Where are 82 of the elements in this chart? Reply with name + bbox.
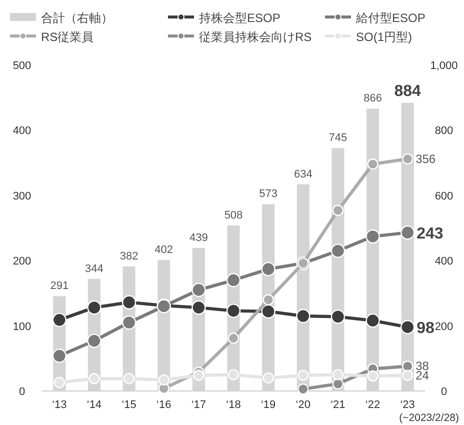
point	[122, 295, 136, 310]
y-tick-label: 300	[12, 190, 32, 202]
data-label: 98	[416, 320, 434, 338]
y2-tick-label: 1,000	[430, 60, 458, 72]
point	[88, 373, 100, 384]
x-tick-label: ‘19	[260, 399, 276, 411]
point	[261, 304, 276, 319]
point	[402, 370, 414, 381]
point	[367, 370, 378, 382]
x-tick-label: ‘14	[86, 399, 102, 411]
point	[158, 374, 170, 386]
point	[402, 153, 414, 164]
point	[54, 376, 66, 388]
legend-label: 持株会型ESOP	[199, 11, 280, 25]
point	[123, 373, 135, 384]
point	[296, 308, 310, 324]
point	[122, 315, 136, 330]
data-label: 508	[224, 209, 243, 222]
data-label: 573	[259, 188, 278, 200]
data-label: 356	[416, 152, 436, 166]
y2-tick-label: 0	[440, 386, 448, 398]
point	[366, 229, 380, 244]
point	[298, 370, 309, 381]
point	[193, 370, 204, 381]
x-tick-label: ‘20	[296, 399, 310, 411]
data-label: 344	[85, 262, 104, 275]
y-tick-label: 0	[18, 386, 26, 398]
point	[262, 372, 274, 384]
legend-label: RS従業員	[41, 30, 94, 44]
data-label: 866	[364, 92, 382, 105]
point	[330, 310, 346, 324]
y2-tick-label: 600	[434, 190, 454, 202]
point	[87, 334, 102, 348]
point	[87, 300, 102, 315]
legend-label: 給付型ESOP	[355, 11, 426, 25]
data-label: 243	[416, 226, 444, 243]
point	[262, 294, 274, 306]
point	[400, 225, 415, 240]
x-tick-label: ‘13	[52, 399, 67, 411]
point	[52, 348, 67, 363]
data-label: 745	[328, 132, 348, 144]
y-tick-label: 400	[12, 125, 32, 138]
y2-tick-label: 200	[434, 320, 454, 333]
point	[226, 304, 241, 318]
data-label: 382	[120, 250, 138, 262]
point	[228, 332, 240, 344]
point	[228, 369, 240, 380]
point	[367, 158, 378, 170]
point	[400, 320, 415, 334]
text: (~2023/2/28)	[399, 412, 459, 424]
x-tick-label: ‘15	[122, 399, 136, 411]
data-label: 634	[294, 168, 312, 180]
point	[226, 273, 241, 288]
x-tick-label: ‘17	[191, 399, 206, 411]
data-label: 439	[190, 232, 208, 244]
legend-label: SO(1円型)	[356, 30, 412, 44]
legend-label: 従業員持株会向けRS	[199, 30, 312, 44]
y-tick-label: 100	[12, 320, 32, 333]
point	[192, 300, 206, 315]
data-label: 402	[154, 244, 174, 256]
y-tick-label: 500	[12, 60, 32, 72]
data-label: 884	[394, 82, 422, 100]
point	[330, 244, 346, 258]
point	[332, 378, 344, 390]
y2-tick-label: 800	[434, 125, 454, 138]
y2-tick-label: 400	[434, 256, 454, 268]
point	[298, 383, 309, 395]
x-tick-label: ‘22	[365, 399, 380, 411]
point	[261, 262, 276, 276]
point	[366, 313, 380, 328]
y-tick-label: 200	[12, 256, 32, 268]
x-tick-label: ‘18	[226, 399, 241, 411]
data-label: 291	[50, 280, 69, 292]
legend-label: 合計（右軸）	[41, 11, 113, 25]
point	[402, 360, 414, 372]
point	[332, 369, 344, 380]
x-tick-label: ‘16	[156, 399, 172, 411]
point	[332, 204, 344, 216]
point	[192, 282, 206, 298]
x-tick-label: ‘21	[330, 399, 346, 411]
x-tick-label: ‘23	[400, 399, 415, 411]
point	[52, 312, 67, 328]
